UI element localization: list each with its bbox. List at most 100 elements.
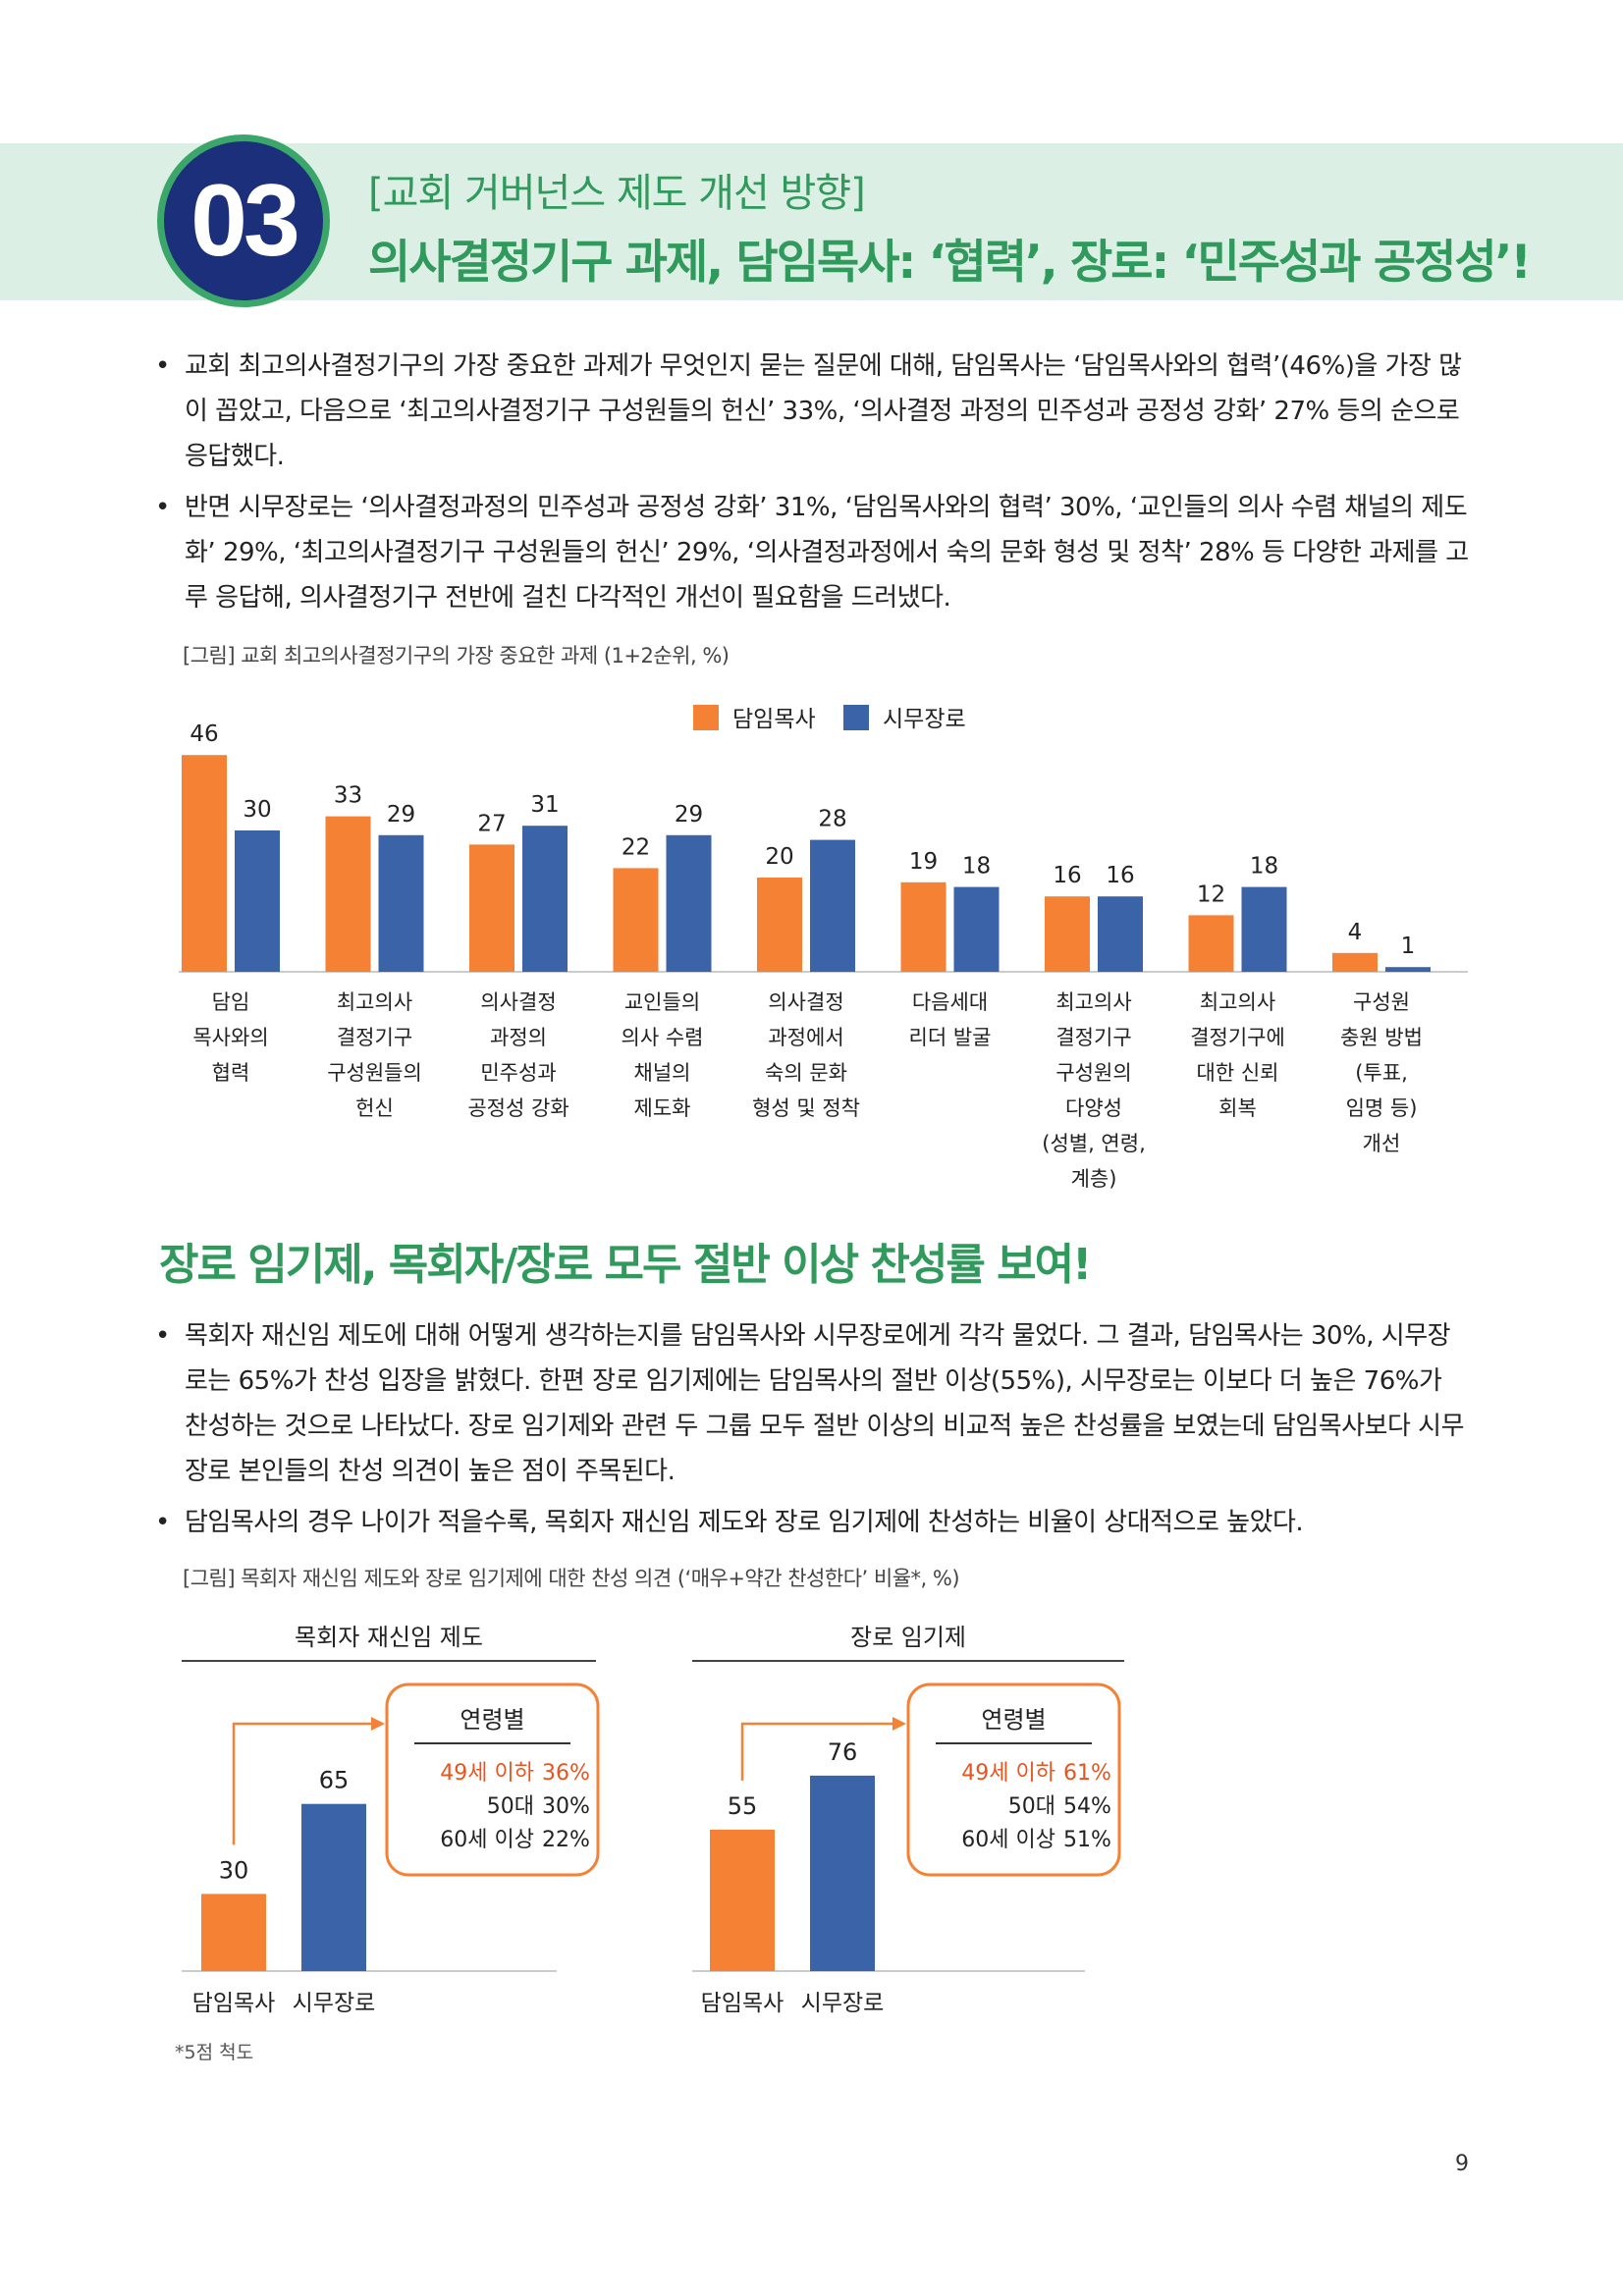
bar <box>182 755 227 972</box>
category-label: 최고의사 <box>1055 990 1131 1014</box>
category-label: 목사와의 <box>192 1026 268 1049</box>
figure-caption-1: [그림] 교회 최고의사결정기구의 가장 중요한 과제 (1+2순위, %) <box>183 644 730 667</box>
category-label: 개선 <box>1363 1132 1401 1155</box>
category-label: 회복 <box>1218 1096 1257 1120</box>
age-box-title: 연령별 <box>981 1706 1046 1734</box>
age-row-label: 60세 이상 <box>961 1828 1055 1852</box>
data-label: 20 <box>765 844 793 870</box>
category-label: 대한 신뢰 <box>1197 1061 1279 1085</box>
bar <box>757 878 802 972</box>
section1-bullets: 교회 최고의사결정기구의 가장 중요한 과제가 무엇인지 묻는 질문에 대해, … <box>155 344 1471 626</box>
category-label: 임명 등) <box>1346 1096 1418 1120</box>
category-label: 교인들의 <box>624 990 700 1014</box>
category-label: 다양성 <box>1065 1096 1122 1120</box>
arrow-head-icon <box>893 1717 906 1731</box>
age-box <box>906 1682 1121 1877</box>
footnote: *5점 척도 <box>175 2042 254 2063</box>
category-label: 담임목사 <box>192 1991 276 2016</box>
category-label: 결정기구 <box>1055 1026 1131 1049</box>
panel-title: 장로 임기제 <box>850 1624 966 1651</box>
age-box <box>385 1682 600 1877</box>
category-label: 담임목사 <box>701 1991 784 2016</box>
category-label: 제도화 <box>634 1096 691 1120</box>
legend-label: 담임목사 <box>732 707 816 732</box>
section2-title: 장로 임기제, 목회자/장로 모두 절반 이상 찬성률 보여! <box>159 1240 1092 1290</box>
data-label: 16 <box>1053 863 1081 888</box>
figure-caption-2: [그림] 목회자 재신임 제도와 장로 임기제에 대한 찬성 의견 (‘매우+약… <box>183 1567 960 1590</box>
section2-bullets: 목회자 재신임 제도에 대해 어떻게 생각하는지를 담임목사와 시무장로에게 각… <box>155 1313 1471 1551</box>
bar <box>710 1829 775 1971</box>
category-label: 헌신 <box>355 1096 394 1120</box>
legend-swatch <box>693 705 719 730</box>
category-label: 최고의사 <box>1200 990 1275 1014</box>
section-number: 03 <box>190 163 300 278</box>
category-label: 결정기구에 <box>1190 1026 1285 1049</box>
category-label: (성별, 연령, <box>1042 1132 1146 1155</box>
age-row-label: 49세 이하 <box>440 1761 534 1786</box>
age-row-value: 30% <box>542 1794 590 1819</box>
bar <box>1385 967 1431 972</box>
bar <box>1045 896 1090 972</box>
category-label: 과정에서 <box>768 1026 843 1049</box>
age-box-title: 연령별 <box>460 1706 524 1734</box>
age-row-value: 61% <box>1063 1761 1111 1786</box>
bar <box>378 834 424 972</box>
data-label: 33 <box>334 783 362 809</box>
bullet-item: 교회 최고의사결정기구의 가장 중요한 과제가 무엇인지 묻는 질문에 대해, … <box>155 344 1471 479</box>
bullet-item: 목회자 재신임 제도에 대해 어떻게 생각하는지를 담임목사와 시무장로에게 각… <box>155 1313 1471 1494</box>
section-number-badge: 03 <box>157 134 330 307</box>
bullet-item: 담임목사의 경우 나이가 적을수록, 목회자 재신임 제도와 장로 임기제에 찬… <box>155 1500 1471 1545</box>
data-label: 19 <box>909 849 938 875</box>
bar <box>810 1775 875 1971</box>
bar <box>900 881 947 972</box>
data-label: 12 <box>1197 881 1225 907</box>
category-label: 시무장로 <box>801 1991 885 2016</box>
data-label: 18 <box>962 854 991 880</box>
bar <box>810 839 855 972</box>
connector-line <box>740 1722 894 1781</box>
category-label: 구성원 <box>1353 990 1410 1014</box>
bar <box>1332 952 1378 972</box>
category-label: 구성원의 <box>1055 1061 1131 1085</box>
header-title: 의사결정기구 과제, 담임목사: ‘협력’, 장로: ‘민주성과 공정성’! <box>368 236 1532 290</box>
category-label: 결정기구 <box>337 1026 412 1049</box>
data-label: 28 <box>818 807 846 832</box>
header-subtitle: [교회 거버넌스 제도 개선 방향] <box>368 171 866 216</box>
bar <box>301 1803 366 1971</box>
data-label: 65 <box>319 1767 350 1794</box>
data-label: 30 <box>219 1856 249 1884</box>
age-row-value: 22% <box>542 1828 590 1852</box>
age-row-label: 50대 <box>1008 1794 1055 1819</box>
bar <box>325 816 371 972</box>
category-label: 구성원들의 <box>327 1061 422 1085</box>
data-label: 1 <box>1401 934 1416 959</box>
page-number: 9 <box>1455 2152 1469 2176</box>
data-label: 18 <box>1250 854 1278 880</box>
age-row-label: 50대 <box>487 1794 534 1819</box>
category-label: 숙의 문화 <box>765 1061 847 1085</box>
category-label: 의사결정 <box>768 990 843 1014</box>
panel-title: 목회자 재신임 제도 <box>295 1624 483 1651</box>
data-label: 30 <box>243 797 271 823</box>
category-label: 공정성 강화 <box>467 1096 568 1120</box>
category-label: 시무장로 <box>293 1991 376 2016</box>
legend-label: 시무장로 <box>883 707 966 732</box>
bar <box>666 834 712 972</box>
data-label: 27 <box>477 811 506 836</box>
category-label: 과정의 <box>490 1026 547 1049</box>
data-label: 4 <box>1348 920 1363 945</box>
data-label: 29 <box>675 802 703 828</box>
bar <box>953 886 1000 972</box>
bar <box>1098 896 1143 972</box>
bar <box>613 868 659 972</box>
legend-swatch <box>843 705 869 730</box>
data-label: 55 <box>728 1792 758 1820</box>
bullet-item: 반면 시무장로는 ‘의사결정과정의 민주성과 공정성 강화’ 31%, ‘담임목… <box>155 485 1471 620</box>
category-label: 민주성과 <box>480 1061 556 1085</box>
bar <box>469 844 514 972</box>
data-label: 16 <box>1106 863 1134 888</box>
category-label: 의사결정 <box>480 990 556 1014</box>
bar <box>1188 915 1234 972</box>
